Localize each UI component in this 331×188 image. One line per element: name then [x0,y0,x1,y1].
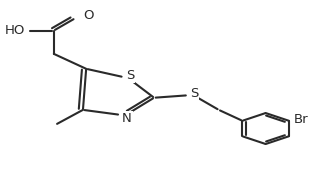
Text: S: S [190,87,198,101]
Text: HO: HO [4,24,25,37]
Text: Br: Br [294,113,309,126]
Text: O: O [83,9,93,22]
Text: S: S [126,69,134,82]
Text: N: N [122,112,131,125]
